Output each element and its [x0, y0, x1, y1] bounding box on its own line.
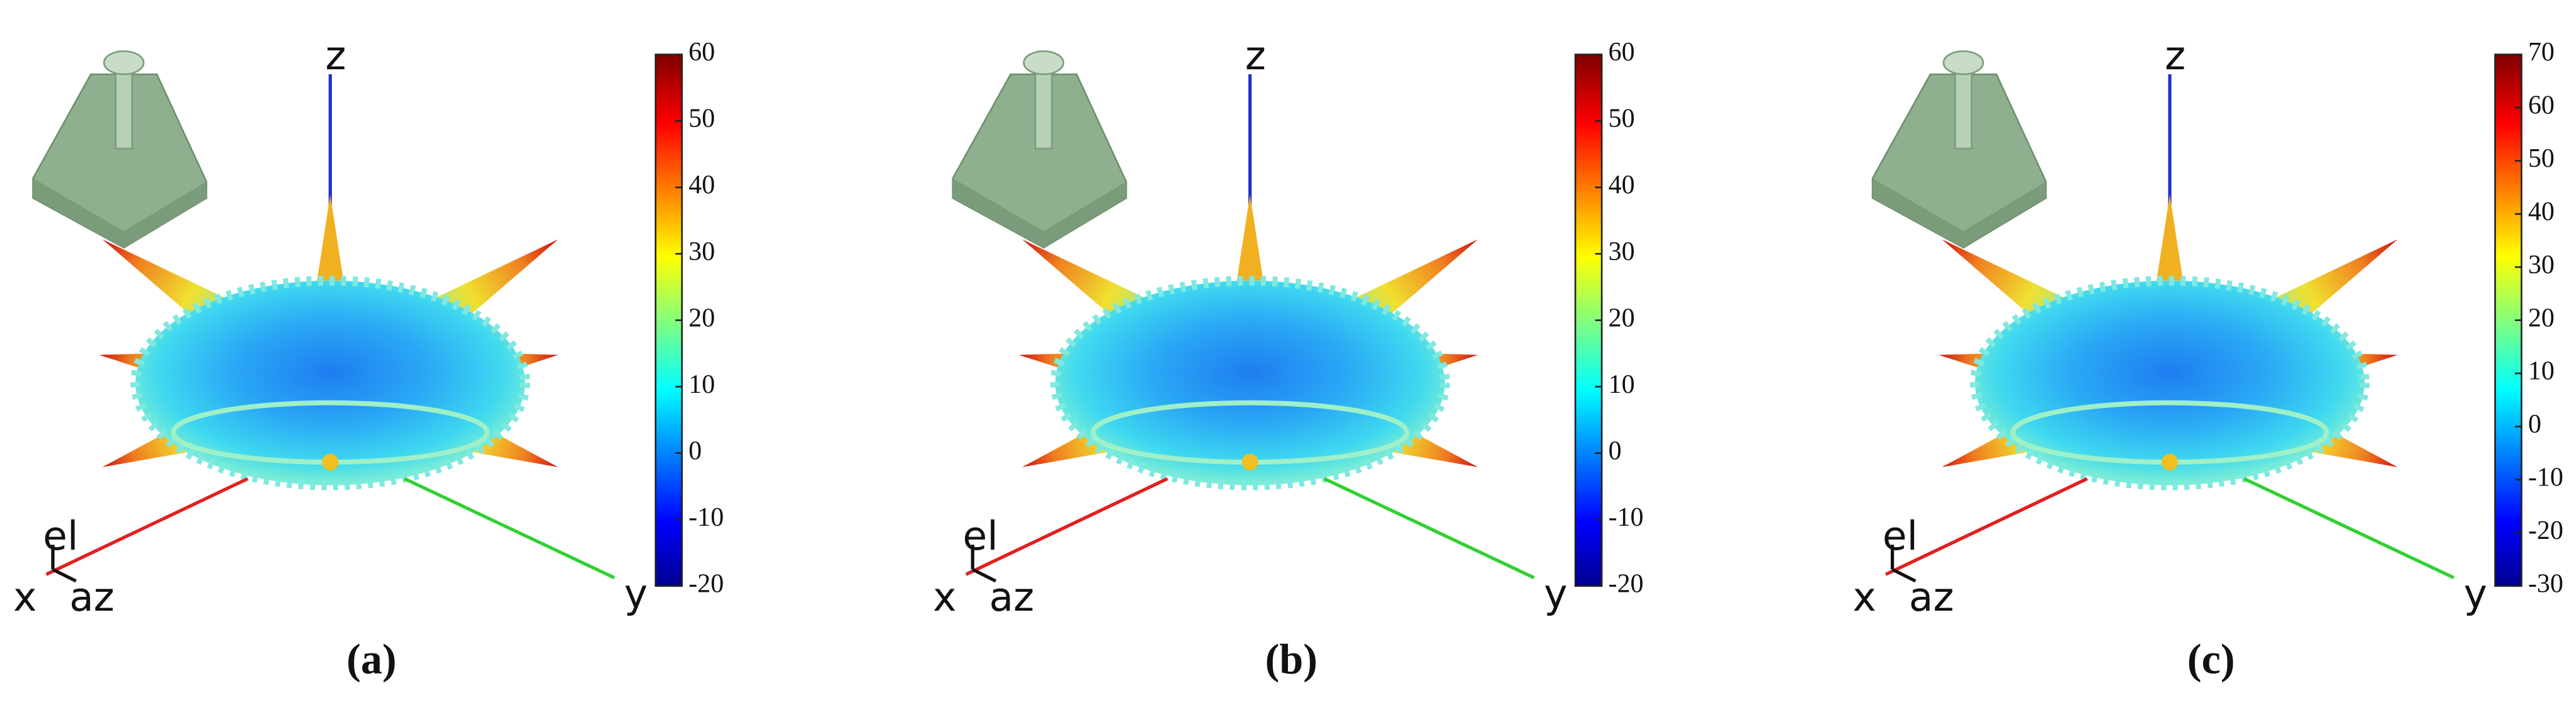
- antenna-feed: [115, 65, 134, 150]
- antenna-feed: [1034, 65, 1053, 150]
- colorbar-tick-label: -20: [2528, 516, 2563, 545]
- colorbar-tick-label: 60: [2528, 91, 2555, 120]
- pattern-body: [130, 275, 530, 490]
- colorbar-tick-label: -10: [688, 503, 724, 532]
- antenna-cap: [103, 50, 145, 76]
- colorbar-tick-label: 40: [688, 171, 715, 200]
- x-axis: [45, 477, 249, 576]
- colorbar-tick-label: 0: [1609, 436, 1622, 465]
- axis-label: y: [1544, 571, 1567, 617]
- panel: z x y el az 60 50 40 30 20 10 0 -10 -20 (a): [13, 33, 724, 683]
- panel-caption: (c): [2187, 635, 2235, 683]
- colorbar-tick-label: 50: [1609, 105, 1635, 133]
- antenna-cap: [1023, 50, 1064, 76]
- axis-label: z: [325, 33, 346, 79]
- axis-label: x: [13, 574, 37, 620]
- colorbar-tick-label: 30: [688, 237, 715, 266]
- view-indicator: [971, 545, 997, 583]
- axis-label: el: [43, 513, 78, 559]
- pattern-lobe: [1236, 195, 1263, 281]
- colorbar-tick-label: -10: [1609, 503, 1644, 532]
- colorbar-tick-label: 0: [688, 436, 702, 465]
- antenna-side: [33, 178, 207, 248]
- y-axis: [1323, 477, 1535, 580]
- colorbar-tick-label: 10: [1609, 370, 1635, 399]
- y-axis: [404, 477, 615, 580]
- axis-label: x: [1853, 574, 1876, 620]
- axis-label: el: [963, 513, 998, 559]
- view-indicator: [51, 545, 77, 583]
- pattern-center: [322, 454, 339, 471]
- colorbar-tick-label: -20: [1609, 569, 1644, 598]
- panel-caption: (b): [1265, 635, 1318, 683]
- colorbar-tick-label: 70: [2528, 38, 2555, 67]
- axis-label: y: [624, 571, 647, 617]
- colorbar-tick-label: 20: [2528, 303, 2555, 332]
- colorbar-tick-label: 40: [2528, 197, 2555, 226]
- antenna-cap: [1942, 50, 1985, 76]
- colorbar-tick-label: 60: [1609, 38, 1635, 67]
- y-axis: [2243, 477, 2455, 580]
- colorbar-tick-label: 20: [1609, 303, 1635, 332]
- pattern-center: [2161, 454, 2179, 471]
- colorbar-tick-label: 50: [2528, 144, 2555, 173]
- panel: z x y el az 70 60 50 40 30 20 10 0 -10 -20 -30 (c): [1853, 33, 2563, 683]
- antenna-side: [1872, 178, 2046, 248]
- x-axis: [965, 477, 1168, 576]
- axis-label: z: [1245, 33, 1266, 79]
- colorbar-tick-label: -30: [2528, 569, 2563, 598]
- pattern-lobe: [2157, 195, 2184, 281]
- colorbar-tick-label: 0: [2528, 410, 2541, 439]
- colorbar-tick-label: 50: [688, 105, 715, 133]
- axis-label: x: [933, 574, 956, 620]
- panel: z x y el az 60 50 40 30 20 10 0 -10 -20 (b): [933, 33, 1643, 683]
- colorbar-tick-label: 60: [688, 38, 715, 67]
- antenna-side: [952, 178, 1127, 248]
- colorbar-tick-label: 40: [1609, 171, 1635, 200]
- colorbar-tick-label: 30: [1609, 237, 1635, 266]
- axis-label: az: [1909, 574, 1954, 620]
- colorbar-tick-label: 30: [2528, 251, 2555, 280]
- axis-label: az: [69, 574, 115, 620]
- colorbar-tick-label: 10: [2528, 357, 2555, 386]
- colorbar-tick-label: -20: [688, 569, 724, 598]
- axis-label: y: [2464, 571, 2487, 617]
- axis-label: z: [2165, 33, 2186, 79]
- view-indicator: [1890, 545, 1917, 583]
- pattern-center: [1241, 454, 1258, 471]
- x-axis: [1884, 477, 2089, 576]
- pattern-body: [1969, 275, 2370, 490]
- colorbar-tick-label: 20: [688, 303, 715, 332]
- colorbar-tick-label: -10: [2528, 463, 2563, 492]
- pattern-body: [1050, 275, 1450, 490]
- panel-caption: (a): [346, 635, 396, 683]
- antenna-feed: [1954, 65, 1973, 150]
- pattern-lobe: [317, 195, 344, 281]
- colorbar-tick-label: 10: [688, 370, 715, 399]
- axis-label: az: [989, 574, 1034, 620]
- axis-label: el: [1883, 513, 1918, 559]
